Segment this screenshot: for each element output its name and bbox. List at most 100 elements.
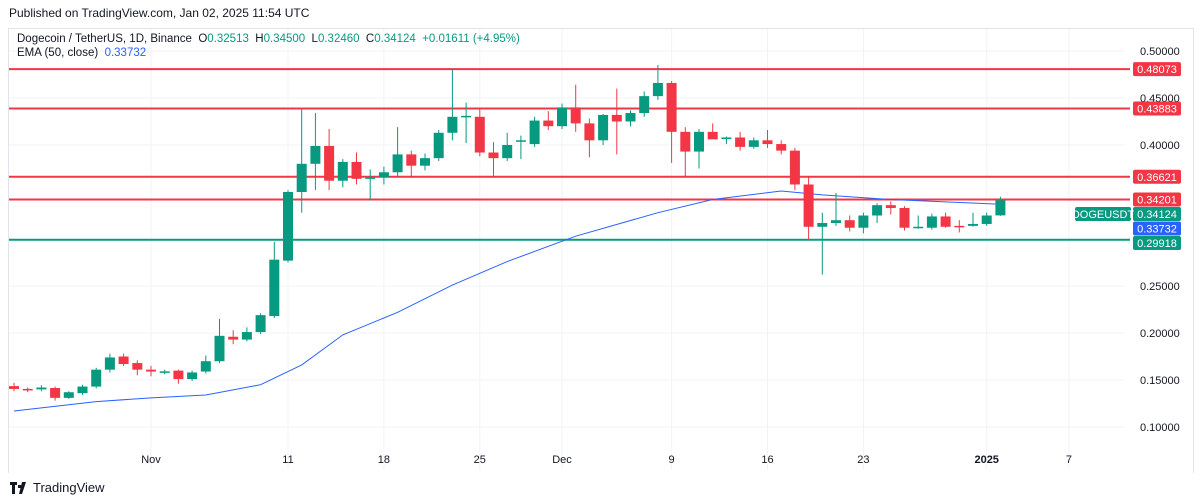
candle-up (748, 140, 759, 147)
x-tick-label: 16 (761, 454, 773, 466)
y-tick-label: 0.20000 (1140, 328, 1180, 340)
candle-down (488, 152, 499, 159)
x-tick-label: 9 (669, 454, 675, 466)
candle-down (789, 150, 800, 185)
y-tick-label: 0.10000 (1140, 422, 1180, 434)
candle-down (680, 131, 691, 152)
candle-down (474, 116, 485, 153)
candle-down (666, 82, 677, 132)
x-tick-label: 18 (378, 454, 390, 466)
candle-down (885, 205, 896, 208)
candle-up (187, 372, 198, 380)
candle-up (296, 163, 307, 192)
ema-price-tag: 0.33732 (1137, 224, 1177, 236)
x-tick-label: 25 (474, 454, 486, 466)
x-tick-label: 2025 (974, 454, 998, 466)
candle-down (776, 144, 787, 151)
chart-legend: Dogecoin / TetherUS, 1D, Binance O0.3251… (17, 32, 520, 60)
candle-up (104, 357, 115, 370)
close-label: C (365, 33, 375, 45)
candle-up (981, 215, 992, 224)
candle-up (269, 259, 280, 317)
candle-up (365, 176, 376, 179)
resistance-level-tag-bg (1133, 192, 1181, 207)
last-price-tag-bg (1133, 207, 1181, 222)
candle-up (502, 145, 513, 159)
candle-up (995, 200, 1006, 216)
resistance-level-tag-bg (1133, 101, 1181, 116)
y-tick-label: 0.25000 (1140, 281, 1180, 293)
candle-up (36, 387, 47, 390)
candle-up (63, 392, 74, 398)
resistance-level-tag: 0.34201 (1137, 195, 1177, 207)
support-level-tag-bg (1133, 236, 1181, 251)
symbol-tag: DOGEUSDT (1072, 209, 1135, 221)
close-value: 0.34124 (374, 33, 416, 45)
resistance-level-tag: 0.36621 (1137, 172, 1177, 184)
candle-up (91, 369, 102, 387)
x-tick-label: Nov (141, 454, 161, 466)
high-value: 0.34500 (263, 33, 306, 45)
candle-down (899, 207, 910, 228)
candle-down (844, 220, 855, 228)
candle-up (721, 137, 732, 139)
candle-up (392, 154, 403, 173)
candle-up (694, 131, 704, 152)
candle-down (803, 184, 814, 227)
tradingview-logo-icon (10, 481, 26, 494)
candle-up (283, 192, 293, 261)
candle-down (324, 145, 335, 181)
candle-up (214, 335, 225, 362)
ema-value: 0.33732 (104, 47, 147, 59)
candle-down (954, 225, 965, 228)
candle-up (831, 220, 841, 224)
candle-up (968, 223, 978, 226)
candle-up (872, 205, 883, 216)
support-level-tag: 0.29918 (1137, 238, 1177, 250)
candle-up (461, 115, 472, 118)
x-tick-label: 23 (857, 454, 869, 466)
candle-down (940, 216, 951, 227)
candle-up (420, 158, 430, 166)
candle-down (351, 161, 362, 179)
chart-frame (8, 28, 1194, 473)
candle-up (200, 361, 211, 372)
candle-down (146, 369, 156, 372)
open-value: 0.32513 (207, 33, 249, 45)
resistance-level-tag-bg (1133, 62, 1181, 77)
candle-up (557, 107, 567, 127)
symbol-name[interactable]: Dogecoin / TetherUS, 1D, Binance (17, 33, 192, 45)
low-value: 0.32460 (317, 33, 360, 45)
low-label: L (311, 33, 318, 45)
candle-up (310, 145, 321, 164)
candle-down (735, 137, 746, 147)
candle-up (337, 161, 348, 181)
x-tick-label: 11 (282, 454, 293, 466)
candle-down (9, 386, 19, 389)
change-value: +0.01611 (+4.95%) (422, 33, 520, 45)
candle-up (515, 140, 526, 142)
candle-down (570, 107, 581, 124)
candle-down (173, 370, 184, 380)
x-tick-label: Dec (552, 454, 572, 466)
candle-down (406, 154, 417, 166)
candle-up (639, 96, 650, 114)
candle-up (447, 116, 458, 133)
y-tick-label: 0.50000 (1140, 46, 1180, 58)
candle-down (22, 388, 33, 391)
ema-line (13, 190, 1001, 412)
candle-up (817, 223, 828, 227)
candle-up (598, 114, 609, 141)
candle-up (77, 386, 88, 394)
candle-down (118, 356, 129, 365)
candle-down (543, 120, 554, 127)
symbol-tag-bg (1075, 207, 1131, 222)
candle-up (858, 215, 869, 228)
open-label: O (198, 33, 208, 45)
candle-up (652, 82, 663, 97)
candle-down (762, 140, 773, 145)
candle-up (255, 315, 266, 333)
ema-label[interactable]: EMA (50, close) (17, 47, 99, 59)
candle-up (926, 216, 937, 228)
